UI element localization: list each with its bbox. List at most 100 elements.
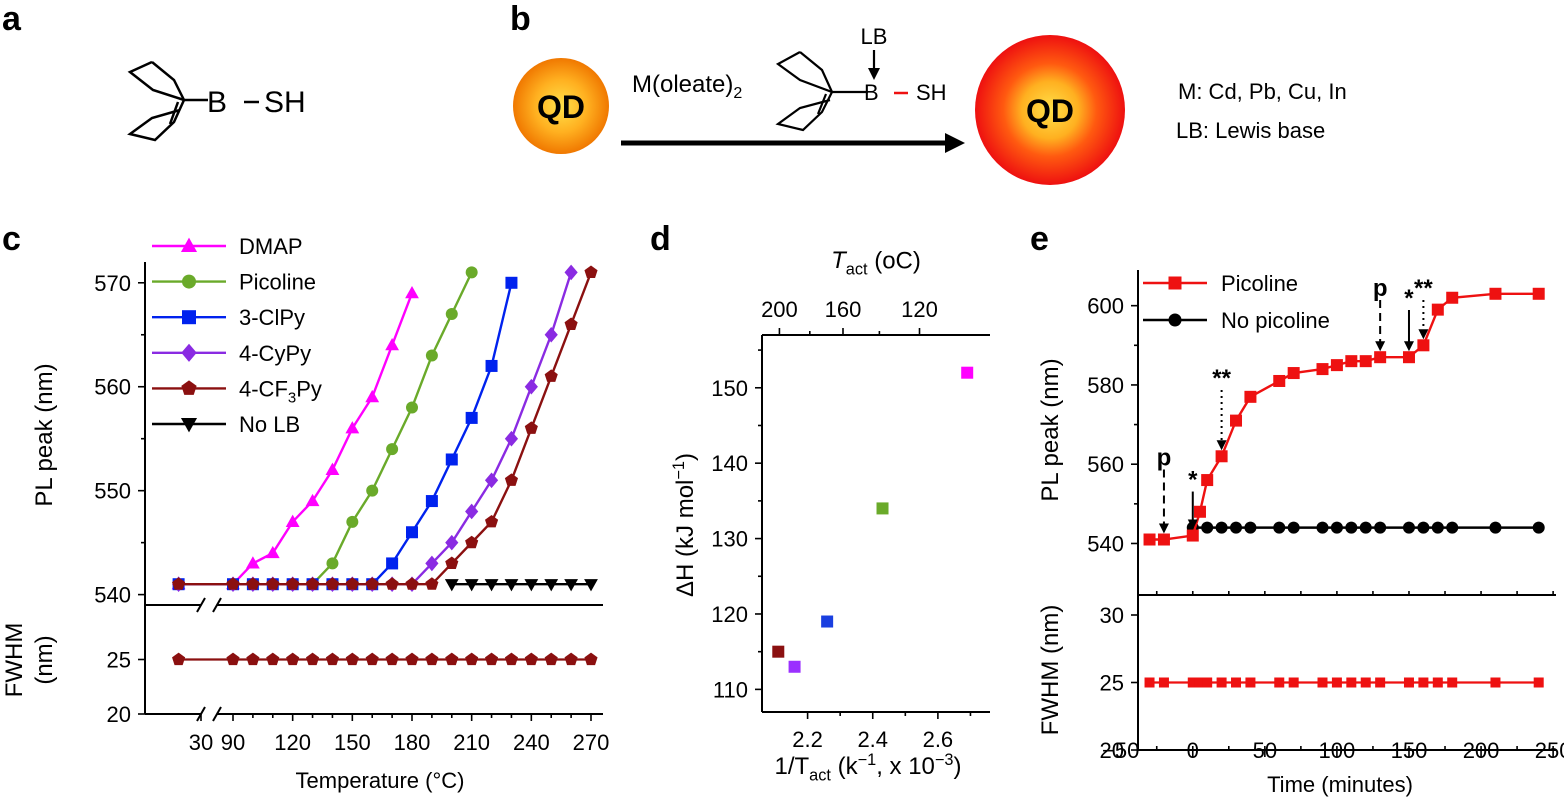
d-toptick-label: 120	[901, 297, 938, 322]
c-point-No LB-240	[524, 579, 539, 592]
e-ytick-label: 560	[1087, 452, 1124, 477]
c-point-3-ClPy-220	[485, 359, 498, 372]
c-point-4-CF3Py-270	[584, 265, 598, 278]
c-point-3-ClPy-180	[406, 526, 418, 539]
c-point-Picoline-150	[346, 515, 359, 528]
e-annotation-label-2: **	[1212, 365, 1231, 392]
c-point-DMAP-160	[365, 389, 380, 403]
d-y-label: ΔH (kJ mol−1)	[670, 453, 699, 597]
c-point-Picoline-170	[386, 443, 399, 456]
e-point-No picoline-160	[1417, 521, 1430, 534]
c-point-4-CF3Py-160	[365, 577, 379, 590]
c-point-3-ClPy-210	[465, 411, 478, 424]
e-point-No picoline-120	[1359, 521, 1372, 534]
e-fwhm-point--30	[1144, 677, 1155, 688]
c-point-4-CF3Py-210	[465, 535, 479, 549]
c-fwhm-point-270	[584, 652, 598, 666]
c-ytick-label: 540	[94, 583, 131, 608]
e-fwhm-point-90	[1317, 677, 1328, 688]
e-point-No picoline-30	[1230, 521, 1243, 534]
c-legend-label-DMAP: DMAP	[239, 234, 303, 259]
c-point-No LB-230	[504, 579, 519, 592]
c-fwhm-point-200	[445, 652, 459, 666]
d-ytick-label: 120	[711, 602, 748, 627]
c-point-4-CF3Py-220	[484, 514, 499, 528]
e-fwhm-point-150	[1403, 677, 1414, 688]
d-point-0	[772, 645, 785, 658]
molecule-a	[127, 60, 259, 142]
e-fwhm-point-240	[1533, 677, 1544, 688]
c-xtick-label: 150	[334, 730, 371, 755]
c-point-Picoline-140	[326, 557, 339, 570]
c-point-DMAP-120	[285, 514, 300, 527]
d-xtick-label: 2.6	[923, 727, 954, 752]
c-point-DMAP-100	[245, 556, 260, 569]
c-fwhm-point-220	[484, 652, 499, 666]
e-point-No picoline-110	[1345, 521, 1358, 534]
e-point-Picoline-70	[1287, 367, 1300, 380]
c-point-DMAP-110	[265, 545, 280, 559]
c-fwhm-point-140	[325, 652, 340, 666]
c-point-4-CyPy-250	[544, 326, 558, 343]
atom-b2: B	[864, 80, 879, 105]
c-point-Picoline-200	[445, 307, 458, 320]
c-point-4-CyPy-240	[524, 378, 538, 395]
c-point-4-CF3Py-250	[544, 369, 558, 382]
c-legend-marker	[180, 237, 198, 252]
c-legend-label-4-CyPy: 4-CyPy	[239, 341, 311, 366]
e-point-No picoline-60	[1273, 521, 1286, 534]
chart-e: 540 560 580 600 20 25 30 −50 0 50 100 150 200 250 Time…	[1037, 270, 1564, 797]
c-legend-marker	[182, 310, 196, 325]
e-fwhm-point-170	[1432, 677, 1443, 688]
e-point-Picoline--30	[1143, 533, 1156, 546]
c-point-DMAP-130	[305, 493, 320, 507]
c-fwhm-point-120	[286, 652, 300, 666]
c-ytick-bottom-label: 20	[107, 702, 131, 727]
c-point-4-CyPy-200	[445, 534, 459, 551]
e-annotation-arrow-5	[1418, 329, 1429, 340]
c-fwhm-point-180	[405, 652, 419, 666]
c-point-No LB-210	[464, 579, 479, 592]
e-annotation-arrow-4	[1403, 341, 1414, 352]
e-point-No picoline-150	[1402, 521, 1415, 534]
e-fwhm-point-210	[1490, 677, 1501, 688]
c-fwhm-point-90	[226, 652, 240, 666]
e-fwhm-point-20	[1216, 677, 1227, 688]
e-fwhm-point-30	[1231, 677, 1242, 688]
c-legend-marker	[180, 418, 198, 433]
c-point-4-CF3Py-150	[345, 577, 359, 590]
c-fwhm-point-260	[564, 652, 578, 666]
e-ytick-bottom-label: 30	[1100, 603, 1124, 628]
e-y-label-bottom: FWHM (nm)	[1037, 605, 1064, 736]
panel-label-e: e	[1030, 220, 1049, 258]
e-point-Picoline-110	[1345, 355, 1358, 368]
e-xtick-label: 150	[1391, 738, 1428, 763]
c-ytick-label: 550	[94, 479, 131, 504]
c-xtick-label: 120	[274, 730, 311, 755]
e-point-Picoline-20	[1215, 450, 1228, 463]
atom-sh: SH	[264, 86, 306, 119]
e-fwhm-point-130	[1375, 677, 1386, 688]
c-point-4-CF3Py-180	[405, 577, 419, 590]
c-point-Picoline-180	[406, 401, 418, 414]
c-fwhm-point-230	[504, 652, 519, 666]
e-point-No picoline-130	[1374, 521, 1387, 534]
e-annotation-label-4: *	[1404, 285, 1414, 312]
c-fwhm-point-250	[544, 652, 558, 666]
e-fwhm-point-160	[1418, 677, 1429, 688]
e-point-Picoline-5	[1193, 505, 1206, 518]
d-toptick-label: 160	[825, 297, 862, 322]
e-fwhm-point-70	[1288, 677, 1299, 688]
c-point-No LB-220	[484, 579, 499, 592]
e-point-No picoline-20	[1215, 521, 1228, 534]
c-point-3-ClPy-170	[386, 557, 399, 570]
e-point-No picoline-180	[1446, 521, 1459, 534]
e-fwhm-point-100	[1331, 677, 1342, 688]
e-annotation-arrow-2	[1216, 440, 1227, 451]
c-legend-marker	[181, 343, 197, 362]
c-point-4-CyPy-230	[504, 430, 519, 447]
e-point-No picoline-70	[1287, 521, 1300, 534]
e-point-Picoline-150	[1402, 351, 1415, 364]
d-point-4	[961, 366, 974, 379]
